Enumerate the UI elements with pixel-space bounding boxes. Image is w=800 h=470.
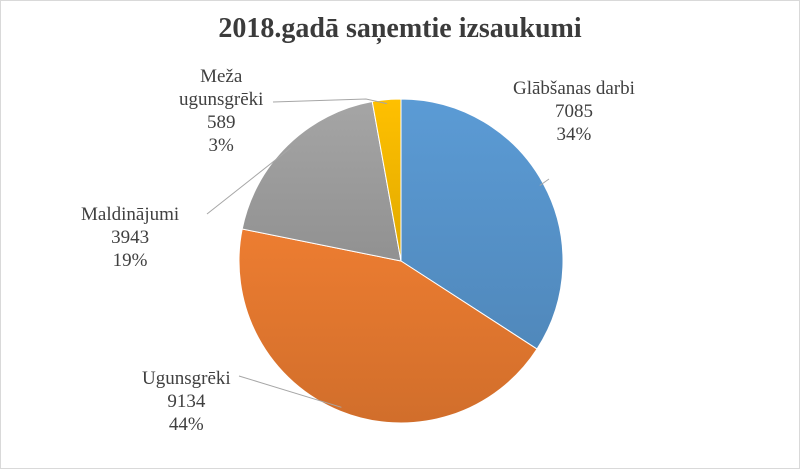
slice-maldinajumi — [241, 100, 402, 262]
data-label-value: 589 — [206, 112, 236, 133]
data-label-ugunsgreki: Ugunsgrēki 9134 44% — [142, 367, 231, 436]
data-label-percent: 44% — [168, 414, 204, 435]
data-label-value: 3943 — [111, 227, 150, 248]
chart-title: 2018.gadā saņemtie izsaukumi — [218, 13, 582, 44]
data-label-meza-ugunsgreki: Meža ugunsgrēki 589 3% — [179, 65, 263, 157]
data-label-maldinajumi: Maldinājumi 3943 19% — [81, 203, 179, 272]
leader-line-maldinajumi — [206, 147, 291, 215]
slice-meza-ugunsgreki — [371, 98, 402, 262]
slice-ugunsgreki — [238, 228, 538, 424]
data-label-name: Maldinājumi — [81, 204, 180, 225]
leader-line-meza-ugunsgreki — [272, 98, 388, 105]
data-label-name-line2: ugunsgrēki — [179, 89, 264, 110]
leader-line-glabsanas-darbi — [539, 178, 550, 186]
data-label-value: 9134 — [167, 391, 206, 412]
data-label-name: Glābšanas darbi — [513, 78, 635, 99]
data-label-glabsanas-darbi: Glābšanas darbi 7085 34% — [513, 77, 635, 146]
data-label-name: Ugunsgrēki — [142, 368, 231, 389]
data-label-percent: 3% — [208, 135, 234, 156]
leader-line-ugunsgreki — [238, 375, 342, 408]
data-label-percent: 34% — [556, 124, 592, 145]
data-label-percent: 19% — [112, 250, 148, 271]
data-label-name-line1: Meža — [200, 66, 243, 87]
data-label-value: 7085 — [554, 101, 593, 122]
